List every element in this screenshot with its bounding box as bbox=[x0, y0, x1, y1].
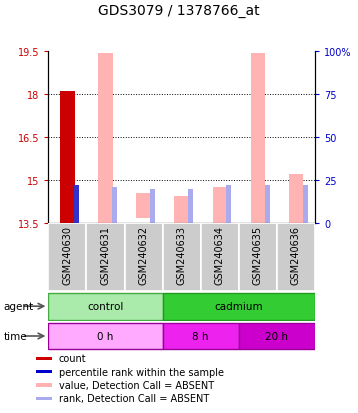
Bar bbox=[36, 357, 52, 360]
Bar bbox=[48, 293, 163, 320]
Bar bbox=[74, 186, 79, 223]
Bar bbox=[48, 223, 86, 292]
Text: time: time bbox=[4, 331, 27, 341]
Text: percentile rank within the sample: percentile rank within the sample bbox=[59, 367, 224, 377]
Text: GSM240635: GSM240635 bbox=[253, 225, 263, 285]
Bar bbox=[98, 55, 113, 223]
Bar bbox=[163, 223, 201, 292]
Bar bbox=[36, 370, 52, 373]
Text: rank, Detection Call = ABSENT: rank, Detection Call = ABSENT bbox=[59, 394, 209, 404]
Text: 8 h: 8 h bbox=[193, 331, 209, 341]
Bar bbox=[60, 92, 74, 223]
Bar bbox=[277, 223, 315, 292]
Text: GSM240632: GSM240632 bbox=[139, 225, 149, 285]
Bar bbox=[112, 188, 117, 223]
Text: 0 h: 0 h bbox=[97, 331, 114, 341]
Bar bbox=[188, 189, 193, 223]
Bar bbox=[36, 384, 52, 387]
Text: GSM240631: GSM240631 bbox=[101, 225, 111, 284]
Bar bbox=[86, 223, 125, 292]
Bar bbox=[213, 188, 227, 223]
Bar bbox=[289, 175, 303, 223]
Bar bbox=[227, 186, 231, 223]
Text: count: count bbox=[59, 353, 87, 363]
Bar bbox=[125, 223, 163, 292]
Bar bbox=[163, 293, 315, 320]
Text: cadmium: cadmium bbox=[214, 301, 263, 311]
Bar bbox=[163, 323, 239, 349]
Text: 20 h: 20 h bbox=[265, 331, 289, 341]
Text: GSM240633: GSM240633 bbox=[177, 225, 187, 284]
Text: GSM240636: GSM240636 bbox=[291, 225, 301, 284]
Bar bbox=[36, 397, 52, 400]
Bar bbox=[251, 53, 265, 223]
Text: control: control bbox=[87, 301, 124, 311]
Bar bbox=[174, 196, 189, 223]
Bar bbox=[48, 323, 163, 349]
Bar bbox=[265, 186, 270, 223]
Bar bbox=[239, 323, 315, 349]
Text: agent: agent bbox=[4, 301, 34, 311]
Bar bbox=[150, 189, 155, 223]
Text: GSM240634: GSM240634 bbox=[215, 225, 225, 284]
Bar bbox=[303, 186, 308, 223]
Bar bbox=[136, 193, 151, 218]
Text: value, Detection Call = ABSENT: value, Detection Call = ABSENT bbox=[59, 380, 214, 390]
Bar bbox=[239, 223, 277, 292]
Text: GDS3079 / 1378766_at: GDS3079 / 1378766_at bbox=[98, 4, 260, 18]
Text: GSM240630: GSM240630 bbox=[62, 225, 72, 284]
Bar bbox=[201, 223, 239, 292]
